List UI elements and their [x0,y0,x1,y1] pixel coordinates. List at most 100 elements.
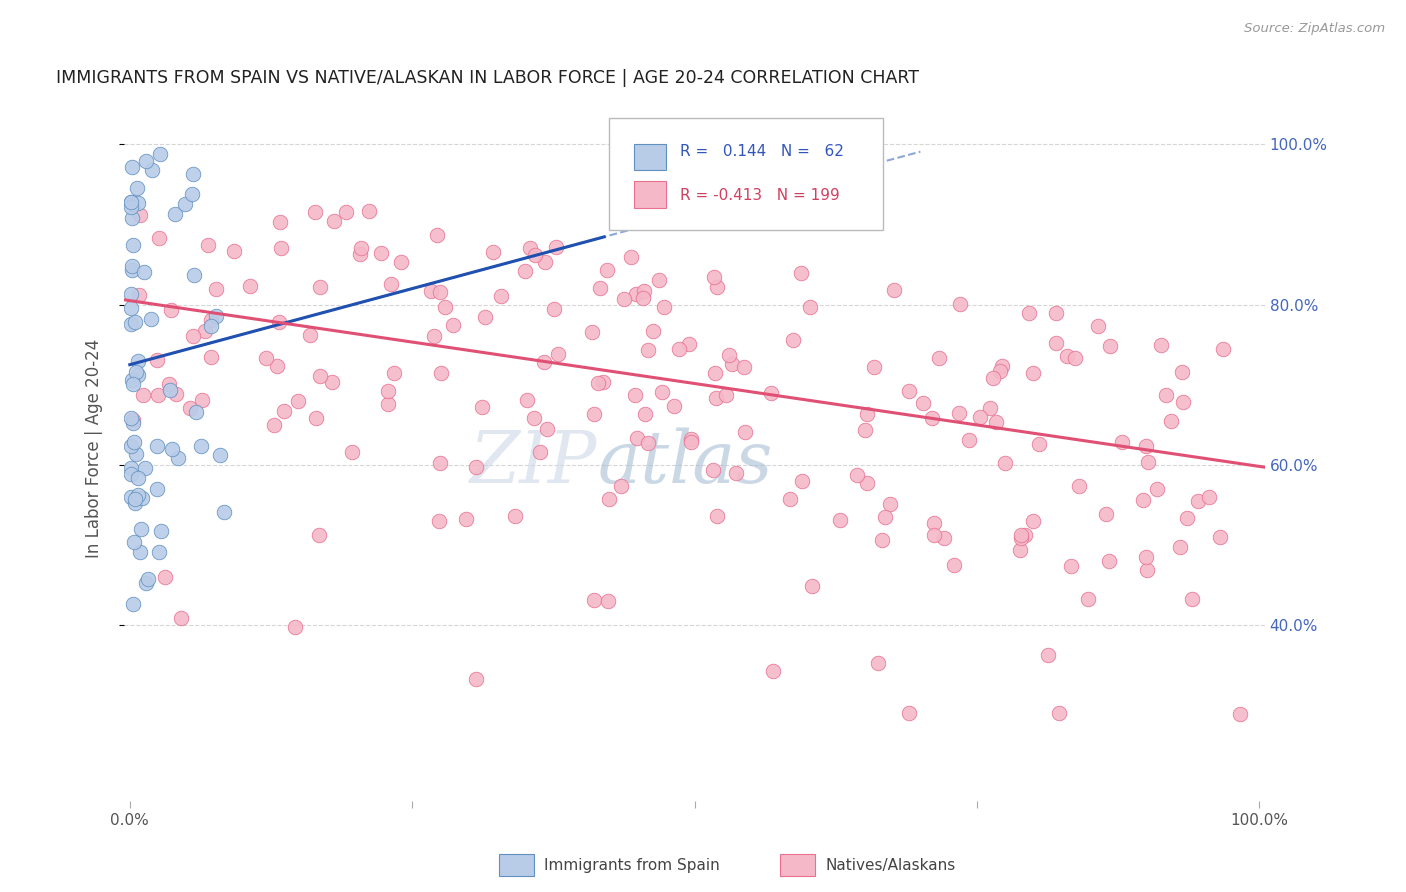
Point [127,196,149,211]
Point [1094,507,1116,521]
Point [651,384,673,399]
Point [613,292,636,306]
Point [1077,591,1099,606]
Point [464,459,486,474]
Point [121,160,143,174]
Point [581,325,603,339]
Point [141,162,163,177]
Point [134,461,156,475]
Point [596,594,619,608]
Point [263,418,285,433]
Point [464,673,486,687]
Point [533,255,555,269]
Point [269,214,291,228]
Point [321,375,343,389]
Point [129,522,152,536]
Point [702,463,724,477]
Point [146,353,169,368]
Text: Natives/Alaskans: Natives/Alaskans [825,858,956,872]
Point [125,447,148,461]
Point [200,318,222,333]
Point [592,375,614,389]
Point [679,432,702,446]
Point [782,333,804,347]
Point [309,280,332,294]
Point [790,474,813,488]
Point [1098,554,1121,568]
Point [1038,648,1060,663]
Point [167,451,190,466]
Point [523,248,546,262]
Point [434,300,457,314]
Point [120,194,142,209]
Point [1132,493,1154,508]
Point [429,366,451,380]
Point [124,315,146,329]
Point [150,524,173,538]
Point [536,422,558,436]
Point [160,442,183,456]
Text: ZIP: ZIP [470,427,598,498]
Point [120,200,142,214]
Point [377,397,399,411]
Point [157,377,180,392]
Point [586,376,609,391]
Point [129,208,152,222]
Point [668,342,690,356]
Point [717,347,740,361]
Point [419,284,441,298]
Point [121,262,143,277]
Point [1229,707,1251,722]
Point [122,434,145,449]
Point [184,405,207,419]
Point [239,279,262,293]
Point [429,456,451,470]
Point [981,371,1004,385]
Point [1045,306,1067,320]
Point [127,471,149,485]
Point [173,197,195,211]
Point [1010,531,1032,545]
Point [340,444,363,458]
Point [1087,318,1109,333]
Point [948,406,970,420]
Point [1171,394,1194,409]
Point [779,492,801,507]
Point [335,205,357,219]
Bar [634,181,666,208]
Point [870,533,893,547]
Point [855,476,877,491]
Point [799,301,821,315]
Point [596,263,619,277]
Point [125,181,148,195]
Point [868,656,890,670]
Point [643,324,665,338]
Point [734,425,756,440]
Point [308,369,330,384]
Point [790,266,813,280]
Point [284,620,307,634]
Point [254,351,277,365]
Point [759,385,782,400]
Point [197,238,219,252]
Point [122,598,145,612]
Point [190,439,212,453]
Point [349,246,371,260]
Point [1047,706,1070,721]
Point [979,401,1001,415]
Point [350,241,373,255]
Point [862,359,884,374]
Point [124,496,146,510]
Point [474,310,496,324]
Point [205,309,228,323]
Point [1111,435,1133,450]
Point [1060,559,1083,574]
Point [897,384,920,399]
Point [122,238,145,252]
Point [121,373,143,387]
Point [1212,342,1234,356]
Point [1010,543,1032,558]
Point [127,488,149,502]
Point [146,388,169,402]
Point [287,393,309,408]
